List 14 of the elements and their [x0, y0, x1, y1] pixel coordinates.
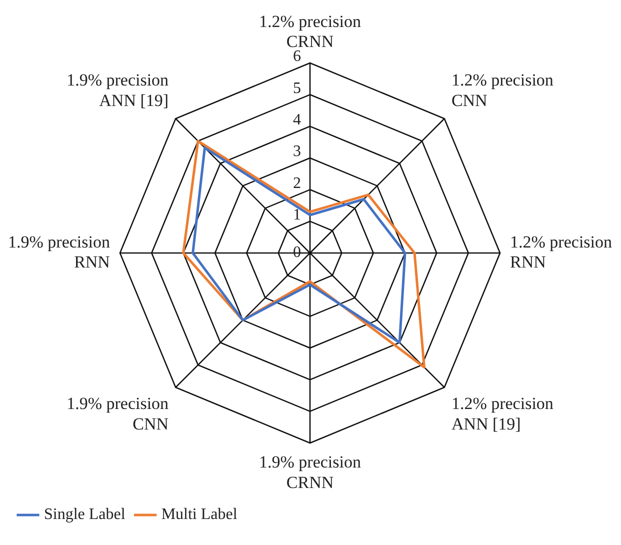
- spoke-label: 1.9% precision CRNN: [259, 452, 362, 492]
- y-tick-label: 1: [293, 206, 301, 224]
- y-tick-label: 2: [293, 174, 301, 192]
- legend-label: Single Label: [44, 506, 126, 524]
- legend-label: Multi Label: [161, 506, 238, 524]
- spoke-label: 1.9% precision CNN: [66, 394, 170, 434]
- y-tick-label: 3: [293, 143, 301, 160]
- y-tick-label: 4: [293, 112, 301, 129]
- spoke-label: 1.9% precision ANN [19]: [66, 70, 170, 110]
- spoke-label: 1.2% precision ANN [19]: [451, 394, 554, 434]
- y-tick-label: 5: [293, 80, 301, 97]
- spoke-label: 1.2% precision RNN: [510, 232, 612, 272]
- spoke-label: 1.2% precision CNN: [451, 70, 554, 110]
- spoke-label: 1.9% precision RNN: [8, 232, 110, 272]
